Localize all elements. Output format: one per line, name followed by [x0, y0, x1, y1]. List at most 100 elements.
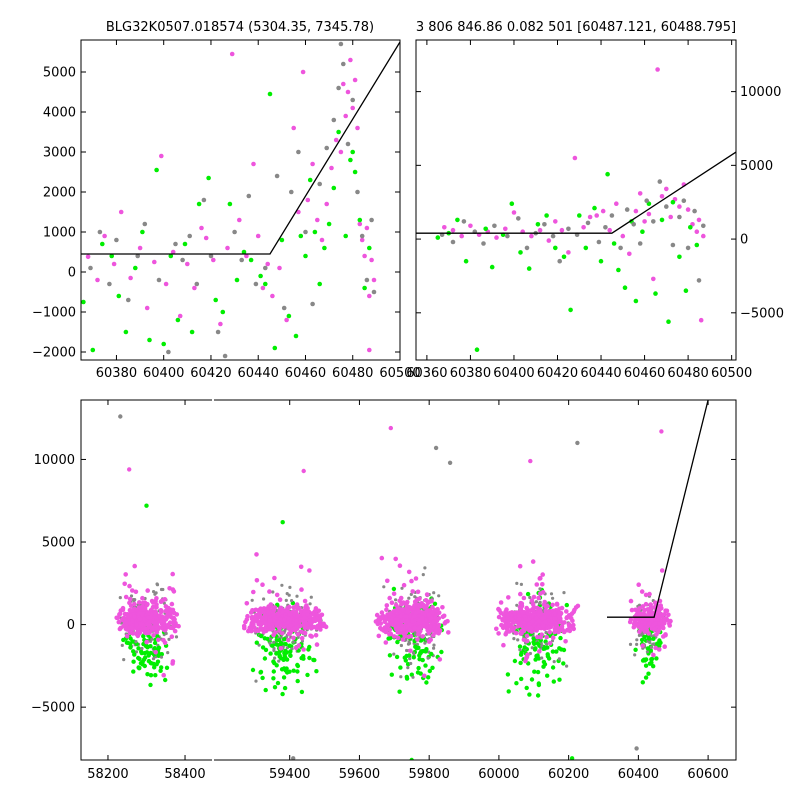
- bottom-point: [522, 645, 527, 650]
- bottom-point: [519, 603, 525, 609]
- top-left-point: [107, 281, 112, 287]
- bottom-point: [274, 651, 279, 656]
- bottom-point: [394, 598, 398, 602]
- bottom-point: [121, 637, 126, 643]
- top-left-xtick-label: 60380: [96, 366, 137, 381]
- top-left-point: [248, 257, 254, 263]
- bottom-point: [176, 623, 181, 629]
- bottom-point: [530, 559, 536, 564]
- bottom-point: [272, 685, 278, 690]
- bottom-point: [278, 646, 284, 651]
- top-right-point: [516, 216, 521, 221]
- bottom-point: [557, 629, 562, 634]
- top-right-xtick-label: 60500: [711, 366, 752, 381]
- top-left-point: [300, 69, 306, 75]
- bottom-point: [268, 604, 273, 609]
- top-left-point: [277, 265, 282, 271]
- top-left-point: [331, 185, 337, 191]
- top-right-point: [611, 241, 617, 246]
- bottom-point: [307, 618, 313, 624]
- bottom-point: [273, 656, 277, 660]
- top-left-point: [324, 201, 330, 207]
- bottom-point: [399, 643, 403, 648]
- bottom-panel: 58200 58400 59400 59600 59800 60000 60200 60400…: [31, 399, 737, 782]
- bottom-point: [632, 619, 638, 624]
- bottom-point: [529, 677, 535, 682]
- bottom-point: [271, 669, 276, 674]
- bottom-point: [394, 620, 400, 625]
- bottom-point: [436, 610, 442, 615]
- bottom-point: [385, 578, 390, 584]
- top-left-point: [305, 197, 311, 203]
- bottom-point: [148, 673, 154, 678]
- bottom-point: [254, 578, 260, 583]
- top-left-point: [296, 209, 301, 215]
- bottom-point: [263, 647, 269, 653]
- bottom-point: [152, 665, 157, 670]
- top-left-point: [289, 189, 294, 195]
- top-left-point: [156, 277, 162, 283]
- bottom-point: [387, 595, 393, 601]
- bottom-point: [535, 634, 540, 640]
- bottom-point: [307, 655, 312, 661]
- bottom-point: [144, 639, 149, 645]
- bottom-xtick-label: 59400: [269, 767, 310, 782]
- bottom-point: [656, 626, 662, 632]
- top-right-point: [696, 278, 702, 283]
- bottom-point: [314, 642, 320, 647]
- bottom-point: [562, 620, 567, 625]
- bottom-point: [260, 582, 265, 587]
- top-left-point: [350, 97, 356, 103]
- top-right-point: [651, 219, 656, 224]
- bottom-point: [133, 589, 139, 595]
- bottom-point: [545, 610, 551, 616]
- bottom-point: [647, 661, 653, 666]
- bottom-point: [534, 600, 539, 604]
- bottom-point: [137, 665, 142, 671]
- bottom-point: [268, 651, 273, 656]
- bottom-point: [281, 675, 287, 680]
- top-right-xtick-label: 60460: [624, 366, 665, 381]
- top-left-ytick-label: 0: [68, 266, 76, 281]
- bottom-point: [127, 600, 132, 606]
- bottom-point: [154, 633, 160, 639]
- bottom-point: [120, 643, 124, 648]
- bottom-point: [305, 672, 310, 678]
- bottom-point: [568, 615, 574, 621]
- top-left-point: [367, 347, 372, 353]
- bottom-point: [161, 672, 166, 678]
- bottom-point: [252, 625, 257, 631]
- bottom-point: [537, 643, 542, 648]
- top-left-point: [359, 237, 365, 243]
- top-left-point: [137, 245, 143, 251]
- bottom-point: [274, 592, 280, 598]
- bottom-point: [124, 633, 130, 639]
- bottom-point: [294, 618, 299, 623]
- bottom-point: [250, 598, 254, 602]
- bottom-point: [427, 668, 432, 674]
- top-left-point: [225, 245, 230, 251]
- bottom-point: [167, 620, 173, 625]
- bottom-point: [248, 626, 254, 631]
- top-right-point: [459, 233, 465, 239]
- bottom-xtick-label: 60200: [548, 767, 589, 782]
- top-right-point: [603, 225, 608, 230]
- bottom-point: [263, 687, 268, 693]
- bottom-point: [501, 642, 506, 648]
- bottom-point: [514, 681, 519, 686]
- bottom-point: [538, 575, 543, 581]
- bottom-point: [522, 626, 528, 632]
- bottom-point: [132, 652, 137, 657]
- top-left-point: [166, 349, 171, 355]
- bottom-point: [662, 644, 667, 649]
- top-right-point: [489, 264, 495, 270]
- bottom-point: [523, 617, 528, 623]
- top-left-point: [215, 329, 221, 335]
- top-left-point: [303, 253, 308, 259]
- bottom-point: [277, 597, 283, 602]
- top-right-point: [553, 219, 558, 224]
- bottom-point: [633, 653, 637, 657]
- bottom-xtick-label: 58200: [87, 767, 128, 782]
- bottom-point: [433, 629, 438, 634]
- top-left-point: [232, 229, 237, 235]
